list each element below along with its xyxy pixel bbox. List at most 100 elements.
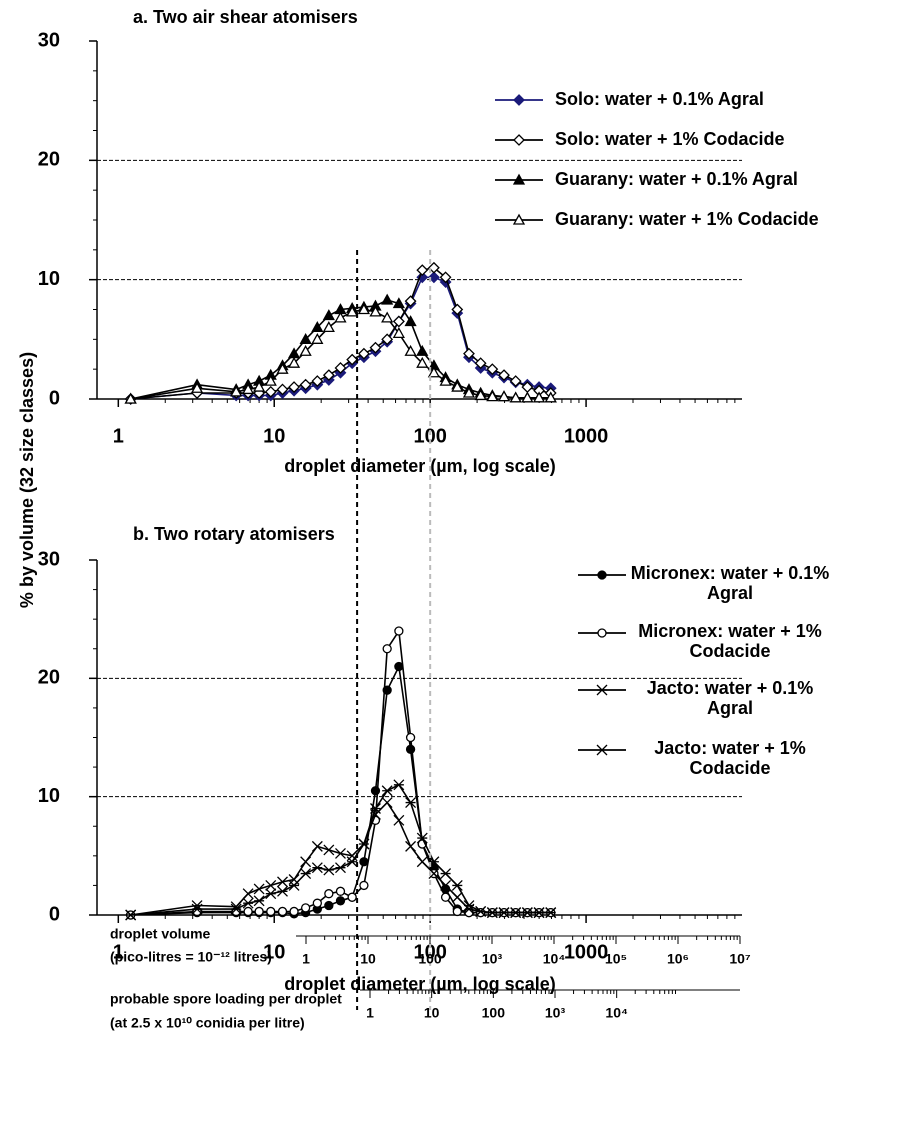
marker <box>486 363 499 376</box>
x-tick-label: 1000 <box>564 941 609 963</box>
marker <box>335 848 346 859</box>
marker <box>190 381 204 393</box>
marker <box>532 391 546 403</box>
marker <box>277 906 288 917</box>
marker <box>381 311 394 323</box>
marker <box>486 907 498 919</box>
legend-marker <box>513 94 525 106</box>
marker <box>416 344 429 356</box>
marker <box>486 390 499 402</box>
marker <box>498 369 510 382</box>
marker <box>463 903 475 915</box>
marker <box>358 838 370 850</box>
marker <box>427 261 440 274</box>
marker <box>427 271 440 284</box>
marker <box>323 844 335 856</box>
scale-tick-label: 10 <box>360 951 376 967</box>
marker <box>439 374 452 386</box>
chart-title: b. Two rotary atomisers <box>133 524 335 544</box>
marker <box>381 333 394 346</box>
marker <box>381 785 393 797</box>
marker <box>497 390 511 402</box>
marker <box>451 879 463 891</box>
legend-marker <box>513 134 525 146</box>
marker <box>253 895 265 907</box>
series-line <box>130 628 551 916</box>
marker <box>277 885 288 897</box>
marker <box>428 868 440 880</box>
marker <box>346 856 358 868</box>
x-tick-label: 1 <box>113 425 124 447</box>
marker <box>381 797 393 809</box>
marker <box>311 375 324 388</box>
marker <box>404 295 417 308</box>
marker <box>322 369 335 382</box>
marker <box>427 366 441 378</box>
marker <box>357 347 370 360</box>
marker <box>404 315 417 327</box>
marker <box>382 644 392 654</box>
marker <box>276 383 289 396</box>
marker <box>276 362 289 374</box>
marker <box>416 271 429 284</box>
scale-tick-label: 10⁷ <box>729 951 751 967</box>
marker <box>324 889 334 899</box>
marker <box>300 903 311 913</box>
y-tick-label: 20 <box>38 149 60 171</box>
marker <box>359 880 369 891</box>
marker <box>440 892 451 902</box>
marker <box>322 309 335 321</box>
x-axis-label: droplet diameter (µm, log scale) <box>284 974 555 994</box>
scale-label: (pico-litres = 10⁻¹² litres) <box>110 949 272 965</box>
marker <box>393 779 405 791</box>
legend-marker <box>512 173 526 185</box>
scale-tick-label: 10³ <box>545 1005 566 1021</box>
marker <box>323 864 335 876</box>
marker <box>416 856 428 868</box>
marker <box>346 305 359 317</box>
marker <box>451 891 463 903</box>
scale-label: (at 2.5 x 10¹⁰ conidia per litre) <box>110 1015 305 1031</box>
marker <box>509 391 522 403</box>
marker <box>405 840 417 852</box>
series-line <box>130 801 551 916</box>
legend-label: Jacto: water + 1% Codacide <box>654 738 806 778</box>
y-tick-label: 10 <box>38 268 60 290</box>
marker <box>452 906 462 917</box>
series-line <box>130 276 551 400</box>
scale-tick-label: 10⁴ <box>543 951 566 967</box>
marker <box>544 391 557 403</box>
marker <box>265 888 277 900</box>
series-line <box>130 266 551 400</box>
marker <box>300 868 312 880</box>
marker <box>191 900 203 911</box>
marker <box>335 896 346 906</box>
scale-tick-label: 10⁶ <box>667 951 689 967</box>
marker <box>243 906 253 917</box>
legend-entry: Jacto: water + 0.1% Agral <box>647 678 814 718</box>
marker <box>394 626 404 636</box>
marker <box>405 744 416 754</box>
legend-entry: Micronex: water + 1% Codacide <box>638 621 822 661</box>
marker <box>369 341 382 354</box>
marker <box>521 907 533 919</box>
marker <box>230 901 242 913</box>
marker <box>463 347 475 360</box>
y-tick-label: 10 <box>38 785 60 807</box>
marker <box>439 271 452 284</box>
marker <box>474 389 487 401</box>
scale-tick-label: 10 <box>424 1005 440 1021</box>
marker <box>498 907 510 919</box>
legend-label: Guarany: water + 1% Codacide <box>555 209 819 229</box>
legend-entry: Micronex: water + 0.1% Agral <box>631 563 830 603</box>
marker <box>405 732 416 743</box>
marker <box>416 264 429 277</box>
marker <box>230 903 242 915</box>
marker <box>533 907 545 919</box>
chart-title: a. Two air shear atomisers <box>133 7 358 27</box>
marker <box>440 868 452 880</box>
marker <box>346 850 358 862</box>
marker <box>299 332 312 344</box>
scale-tick-label: 1 <box>366 1005 374 1021</box>
